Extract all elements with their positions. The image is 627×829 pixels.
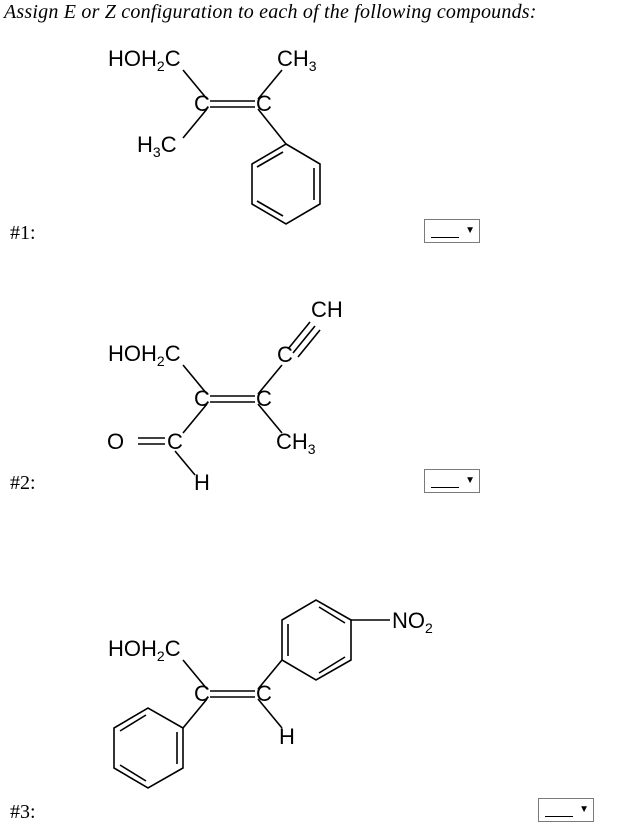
label-ch3-2: CH3: [276, 429, 316, 457]
answer-dropdown-2[interactable]: ▼: [424, 469, 480, 493]
instruction-prefix: Assign: [4, 1, 64, 23]
label-c-right-3: C: [256, 681, 272, 706]
problem-3: #3: H: [0, 509, 627, 829]
instruction-var-e: E: [64, 1, 76, 23]
label-hoh2c-1: HOH2C: [108, 46, 181, 74]
label-h3c-1: H3C: [137, 132, 177, 160]
structure-2: HOH2C CH C C C CH3 C O H: [70, 264, 470, 509]
instruction-text: Assign E or Z configuration to each of t…: [0, 0, 627, 24]
problem-1: #1: HOH2C CH3 H3C C C: [0, 24, 627, 264]
label-c-left-2: C: [194, 386, 210, 411]
label-h-3: H: [279, 724, 295, 749]
label-ch-2: CH: [311, 297, 343, 322]
dropdown-caret-icon: ▼: [579, 805, 589, 815]
dropdown-underline-2: [431, 487, 459, 488]
label-c-cho-2: C: [167, 429, 183, 454]
label-c-right-1: C: [256, 91, 272, 116]
instruction-var-z: Z: [105, 1, 116, 23]
structure-1: HOH2C CH3 H3C C C: [70, 24, 470, 264]
dropdown-underline-1: [431, 237, 459, 238]
label-c-right-2: C: [256, 386, 272, 411]
answer-dropdown-1[interactable]: ▼: [424, 219, 480, 243]
problem-2: #2: HOH2C CH C C: [0, 264, 627, 509]
label-ch3-1: CH3: [277, 46, 317, 74]
label-c-left-3: C: [194, 681, 210, 706]
label-c-alkyne-2: C: [277, 342, 293, 367]
instruction-suffix: configuration to each of the following c…: [116, 1, 537, 23]
problem-2-label: #2:: [10, 472, 36, 495]
instruction-mid1: or: [76, 1, 105, 23]
dropdown-underline-3: [545, 816, 573, 817]
problem-1-label: #1:: [10, 222, 36, 245]
dropdown-caret-icon: ▼: [465, 226, 475, 236]
label-o-2: O: [107, 429, 124, 454]
structure-3: HOH2C C C H NO2: [70, 509, 590, 829]
label-no2-3: NO2: [392, 608, 433, 636]
label-hoh2c-2: HOH2C: [108, 341, 181, 369]
label-hoh2c-3: HOH2C: [108, 636, 181, 664]
problem-3-label: #3:: [10, 801, 36, 824]
answer-dropdown-3[interactable]: ▼: [538, 798, 594, 822]
label-h-cho-2: H: [194, 470, 210, 495]
dropdown-caret-icon: ▼: [465, 476, 475, 486]
label-c-left-1: C: [194, 91, 210, 116]
